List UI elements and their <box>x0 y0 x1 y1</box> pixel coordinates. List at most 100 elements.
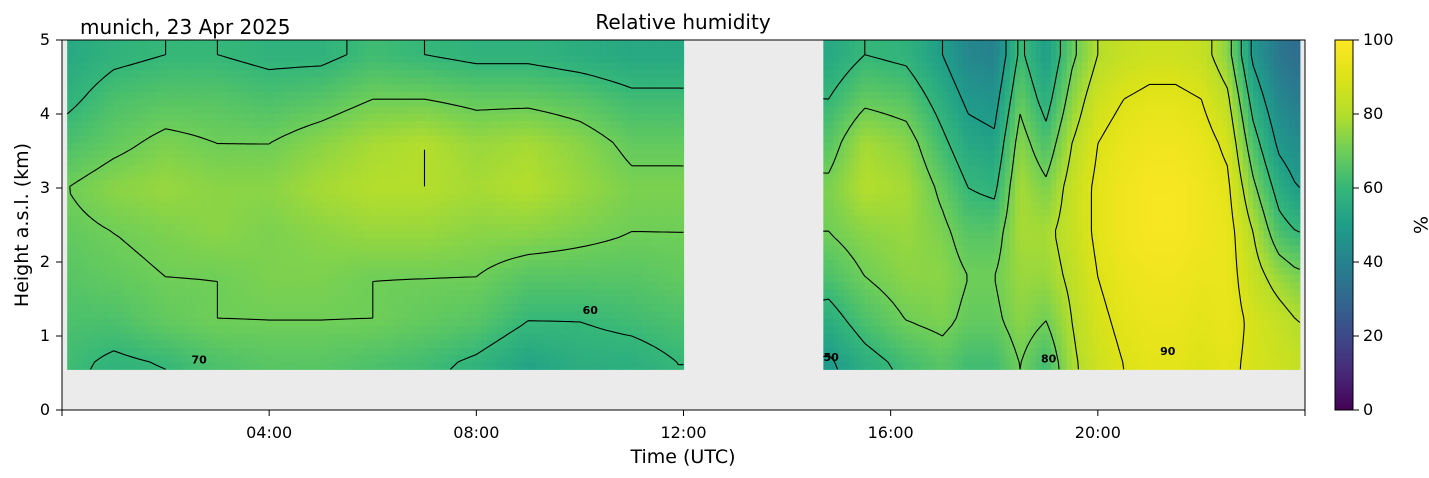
rh-cell <box>191 361 198 370</box>
rh-cell <box>289 244 296 253</box>
rh-cell <box>471 47 477 56</box>
rh-cell <box>118 340 125 348</box>
rh-cell <box>393 157 400 165</box>
rh-cell <box>486 164 493 173</box>
rh-cell <box>507 288 514 297</box>
rh-cell <box>289 252 296 261</box>
rh-cell <box>124 127 130 136</box>
rh-cell <box>605 83 612 92</box>
rh-cell <box>150 164 156 173</box>
rh-cell <box>491 135 498 144</box>
rh-cell <box>279 157 286 165</box>
rh-cell <box>522 149 529 158</box>
rh-cell <box>67 157 73 165</box>
rh-cell <box>144 120 151 129</box>
rh-cell <box>67 274 73 283</box>
rh-cell <box>600 40 607 48</box>
rh-cell <box>409 303 415 312</box>
rh-cell <box>554 54 560 63</box>
rh-cell <box>346 208 353 217</box>
rh-cell <box>227 288 234 297</box>
rh-cell <box>595 69 602 78</box>
rh-cell <box>528 91 534 100</box>
rh-cell <box>144 105 151 114</box>
rh-cell <box>383 83 389 92</box>
rh-cell <box>331 149 338 158</box>
rh-cell <box>440 296 446 305</box>
rh-cell <box>289 332 296 341</box>
rh-cell <box>191 76 198 85</box>
rh-cell <box>445 193 452 202</box>
rh-cell <box>139 222 146 231</box>
rh-cell <box>98 98 105 107</box>
rh-cell <box>383 303 389 312</box>
rh-cell <box>181 303 187 312</box>
rh-cell <box>429 157 436 165</box>
rh-cell <box>113 157 120 165</box>
rh-cell <box>155 208 161 217</box>
rh-cell <box>574 215 581 224</box>
rh-cell <box>222 200 229 209</box>
rh-cell <box>77 318 84 326</box>
rh-cell <box>186 47 193 56</box>
rh-cell <box>284 40 291 48</box>
rh-cell <box>460 91 467 100</box>
rh-cell <box>124 69 130 78</box>
rh-cell <box>175 288 182 297</box>
rh-cell <box>631 113 638 122</box>
rh-cell <box>93 200 99 209</box>
rh-cell <box>238 157 244 165</box>
rh-cell <box>315 215 322 224</box>
rh-cell <box>554 120 560 129</box>
rh-cell <box>388 274 395 283</box>
rh-cell <box>574 266 581 275</box>
rh-cell <box>429 91 436 100</box>
rh-cell <box>170 127 177 136</box>
rh-cell <box>217 230 224 239</box>
rh-cell <box>590 361 597 370</box>
rh-cell <box>429 186 436 195</box>
rh-cell <box>150 332 156 341</box>
rh-cell <box>160 47 167 56</box>
rh-cell <box>207 303 213 312</box>
rh-cell <box>258 135 265 144</box>
rh-cell <box>186 296 193 305</box>
rh-cell <box>383 347 389 356</box>
rh-cell <box>517 340 524 348</box>
rh-cell <box>118 142 125 151</box>
rh-cell <box>393 259 400 268</box>
rh-cell <box>191 61 198 70</box>
rh-cell <box>232 120 239 129</box>
rh-cell <box>170 281 177 290</box>
rh-cell <box>155 347 161 356</box>
rh-cell <box>346 244 353 253</box>
rh-cell <box>170 61 177 70</box>
rh-cell <box>170 325 177 334</box>
rh-cell <box>315 318 322 326</box>
rh-cell <box>352 215 358 224</box>
rh-cell <box>434 259 441 268</box>
rh-cell <box>383 120 389 129</box>
rh-cell <box>160 288 167 297</box>
rh-cell <box>93 208 99 217</box>
rh-cell <box>222 47 229 56</box>
rh-cell <box>424 347 431 356</box>
rh-cell <box>82 98 89 107</box>
rh-cell <box>72 47 79 56</box>
rh-cell <box>398 252 405 261</box>
rh-cell <box>476 186 483 195</box>
rh-cell <box>212 120 218 129</box>
rh-cell <box>388 208 395 217</box>
rh-cell <box>98 127 105 136</box>
rh-cell <box>388 135 395 144</box>
rh-cell <box>170 296 177 305</box>
rh-cell <box>377 266 384 275</box>
rh-cell <box>574 127 581 136</box>
rh-cell <box>129 47 136 56</box>
rh-cell <box>160 361 167 370</box>
rh-cell <box>419 208 426 217</box>
rh-cell <box>600 120 607 129</box>
rh-cell <box>590 340 597 348</box>
rh-cell <box>528 288 534 297</box>
rh-cell <box>471 208 477 217</box>
